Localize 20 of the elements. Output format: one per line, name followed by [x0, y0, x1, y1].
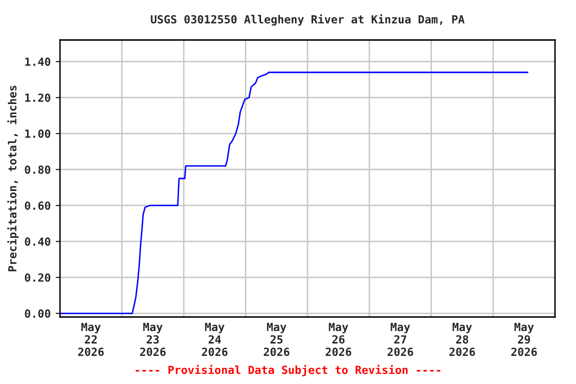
- y-tick-label: 0.80: [24, 165, 50, 174]
- x-tick-label: May 29 2026: [511, 322, 537, 356]
- y-tick-label: 0.40: [24, 237, 50, 246]
- x-tick-label: May 25 2026: [264, 322, 290, 356]
- y-tick-label: 1.40: [25, 58, 50, 66]
- x-tick-label: May 22 2026: [78, 322, 104, 356]
- y-tick-label: 0.60: [24, 201, 50, 210]
- chart-title: USGS 03012550 Allegheny River at Kinzua Dam, PA: [150, 14, 465, 26]
- y-tick-label: 1.20: [25, 94, 50, 102]
- y-tick-label: 0.20: [24, 273, 50, 282]
- line-series: [60, 72, 528, 314]
- x-tick-label: May 24 2026: [202, 322, 228, 356]
- y-axis-title: Precipitation, total, inches: [7, 86, 19, 272]
- x-tick-label: May 27 2026: [388, 322, 414, 356]
- y-tick-label: 1.00: [25, 130, 50, 138]
- x-tick-label: May 26 2026: [326, 322, 352, 356]
- x-tick-label: May 28 2026: [449, 322, 475, 356]
- y-tick-label: 0.00: [24, 309, 50, 318]
- text: ---- Provisional Data Subject to Revision ----: [136, 364, 440, 376]
- x-tick-label: May 23 2026: [140, 322, 166, 356]
